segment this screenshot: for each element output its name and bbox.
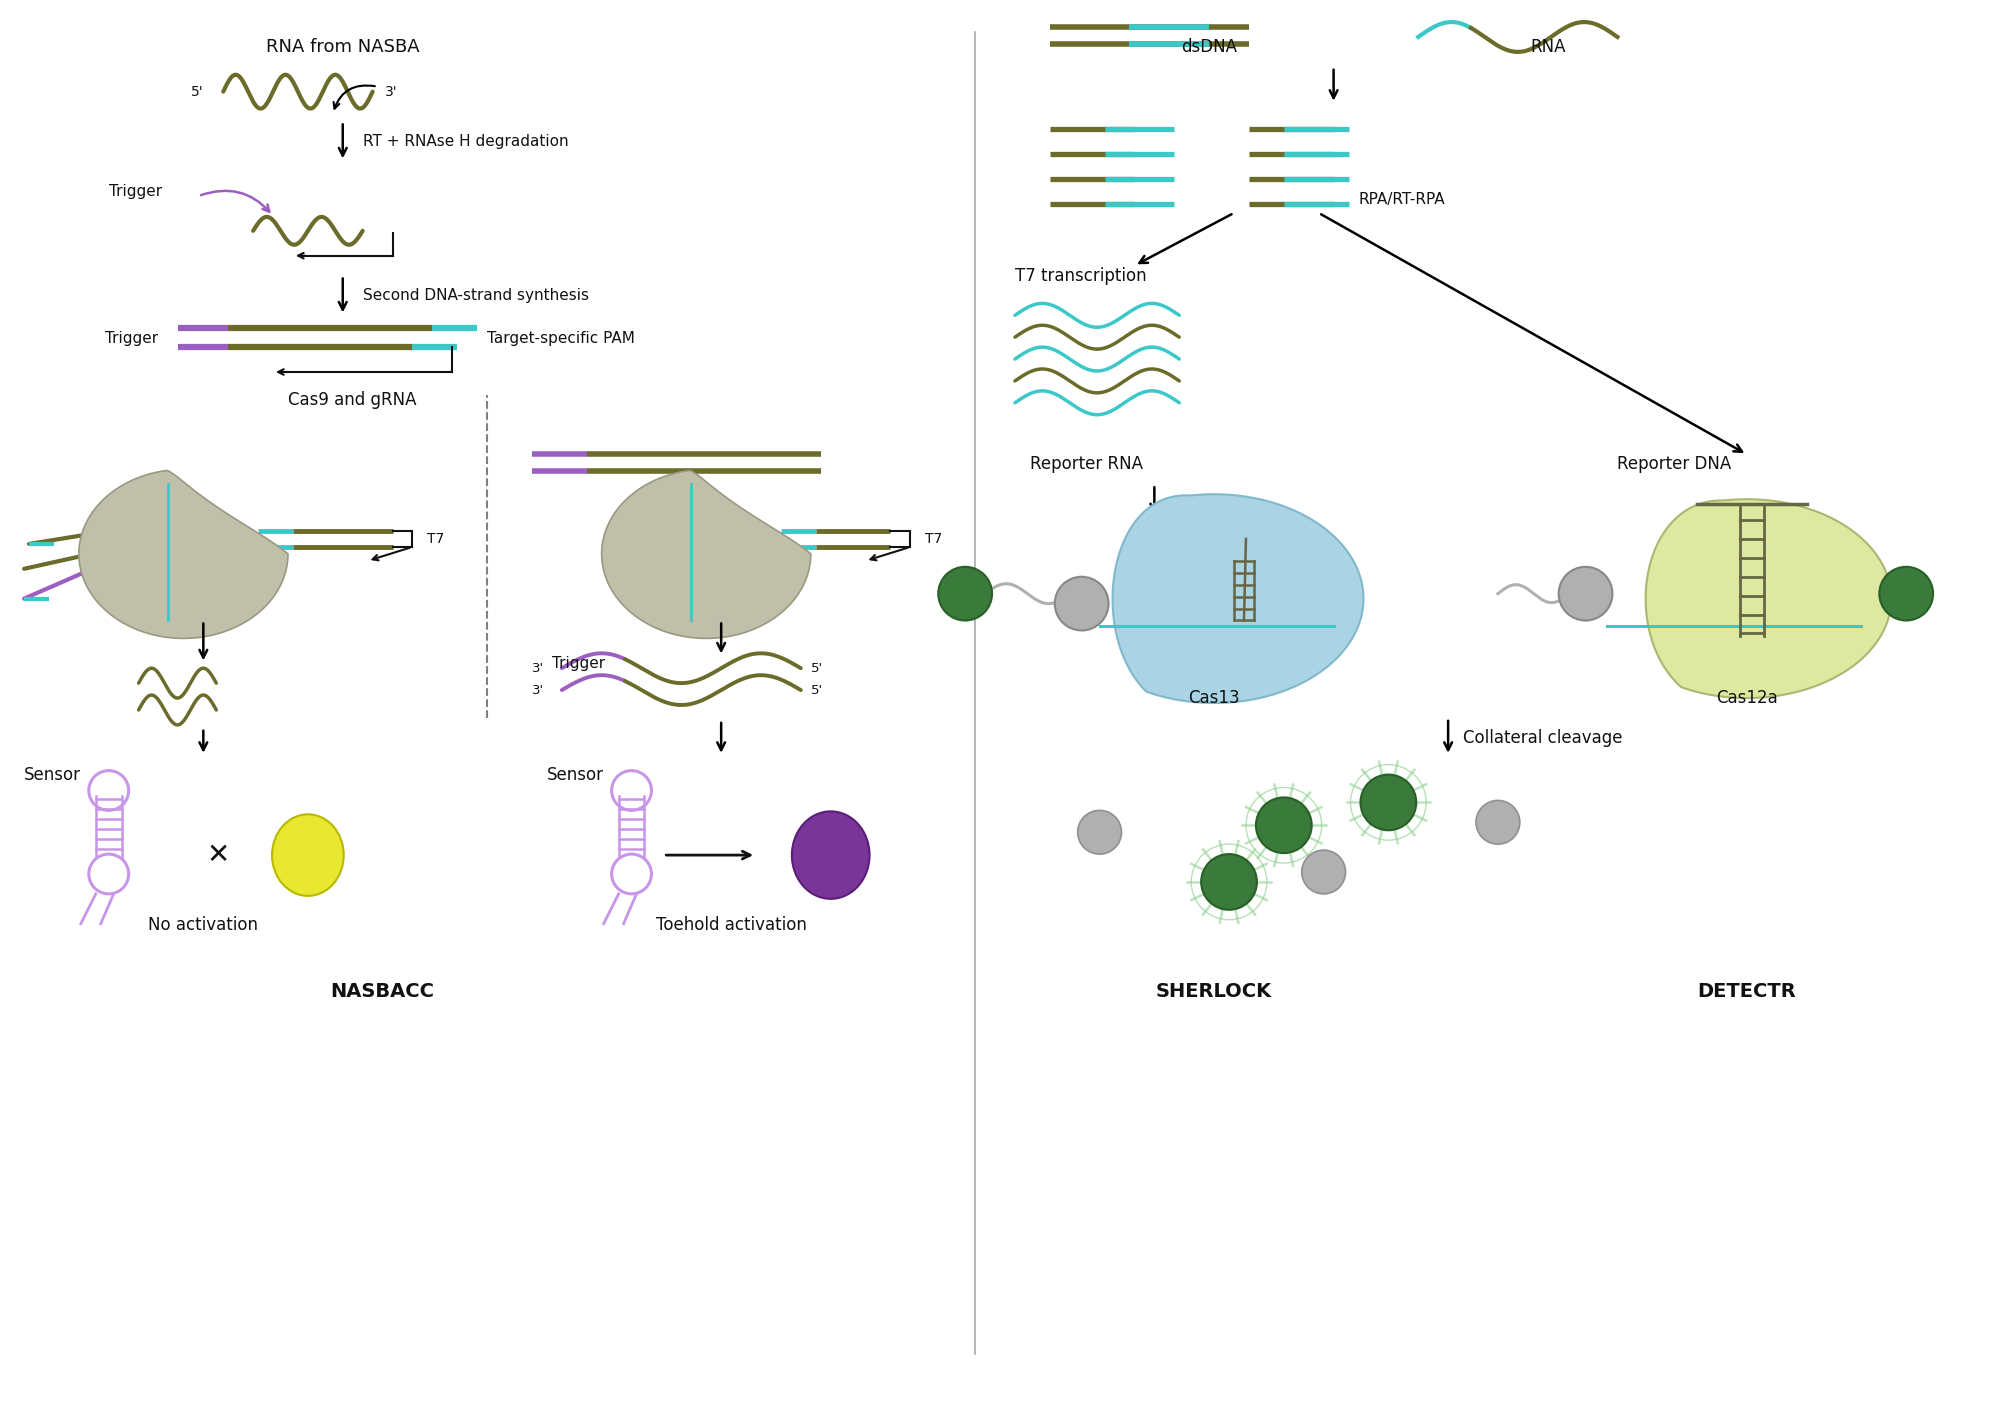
Text: Cas13: Cas13 [1188,689,1240,707]
Text: 5': 5' [810,662,822,674]
Polygon shape [78,470,288,638]
Circle shape [1302,850,1346,894]
Circle shape [1558,567,1612,621]
Circle shape [1360,774,1416,831]
Text: RPA/RT-RPA: RPA/RT-RPA [1358,191,1446,207]
Ellipse shape [272,814,344,895]
Text: Sensor: Sensor [546,766,604,784]
Text: Second DNA-strand synthesis: Second DNA-strand synthesis [362,287,588,303]
Text: SHERLOCK: SHERLOCK [1156,981,1272,1001]
Text: 3': 3' [384,84,398,99]
Text: Sensor: Sensor [24,766,82,784]
Circle shape [1256,797,1312,853]
Text: T7: T7 [428,532,444,546]
Circle shape [1880,567,1934,621]
Text: Target-specific PAM: Target-specific PAM [488,331,636,346]
Circle shape [1202,855,1256,910]
Text: NASBACC: NASBACC [330,981,434,1001]
Text: dsDNA: dsDNA [1182,38,1238,56]
Polygon shape [602,470,810,638]
Text: Collateral cleavage: Collateral cleavage [1464,729,1622,746]
Text: No activation: No activation [148,915,258,934]
Text: RNA from NASBA: RNA from NASBA [266,38,420,56]
Circle shape [612,855,652,894]
Polygon shape [1646,500,1892,698]
Text: ✕: ✕ [206,841,230,869]
Text: Trigger: Trigger [552,656,604,670]
Text: Trigger: Trigger [106,331,158,346]
Circle shape [1054,577,1108,631]
Circle shape [1476,800,1520,845]
Circle shape [88,855,128,894]
Text: T7: T7 [926,532,942,546]
Text: RT + RNAse H degradation: RT + RNAse H degradation [362,134,568,149]
Text: Cas9 and gRNA: Cas9 and gRNA [288,391,416,408]
Circle shape [938,567,992,621]
Text: RNA: RNA [1530,38,1566,56]
Text: Reporter RNA: Reporter RNA [1030,455,1142,473]
Circle shape [88,770,128,811]
Ellipse shape [792,811,870,898]
Polygon shape [1112,494,1364,703]
Text: Cas12a: Cas12a [1716,689,1778,707]
Text: 3': 3' [532,662,544,674]
Text: 3': 3' [532,683,544,697]
Text: DETECTR: DETECTR [1698,981,1796,1001]
Circle shape [1078,811,1122,855]
Text: Trigger: Trigger [108,183,162,199]
Text: 5': 5' [190,84,204,99]
Text: T7 transcription: T7 transcription [1014,266,1146,284]
Text: Reporter DNA: Reporter DNA [1618,455,1732,473]
Text: 5': 5' [810,683,822,697]
Text: Toehold activation: Toehold activation [656,915,806,934]
Circle shape [612,770,652,811]
